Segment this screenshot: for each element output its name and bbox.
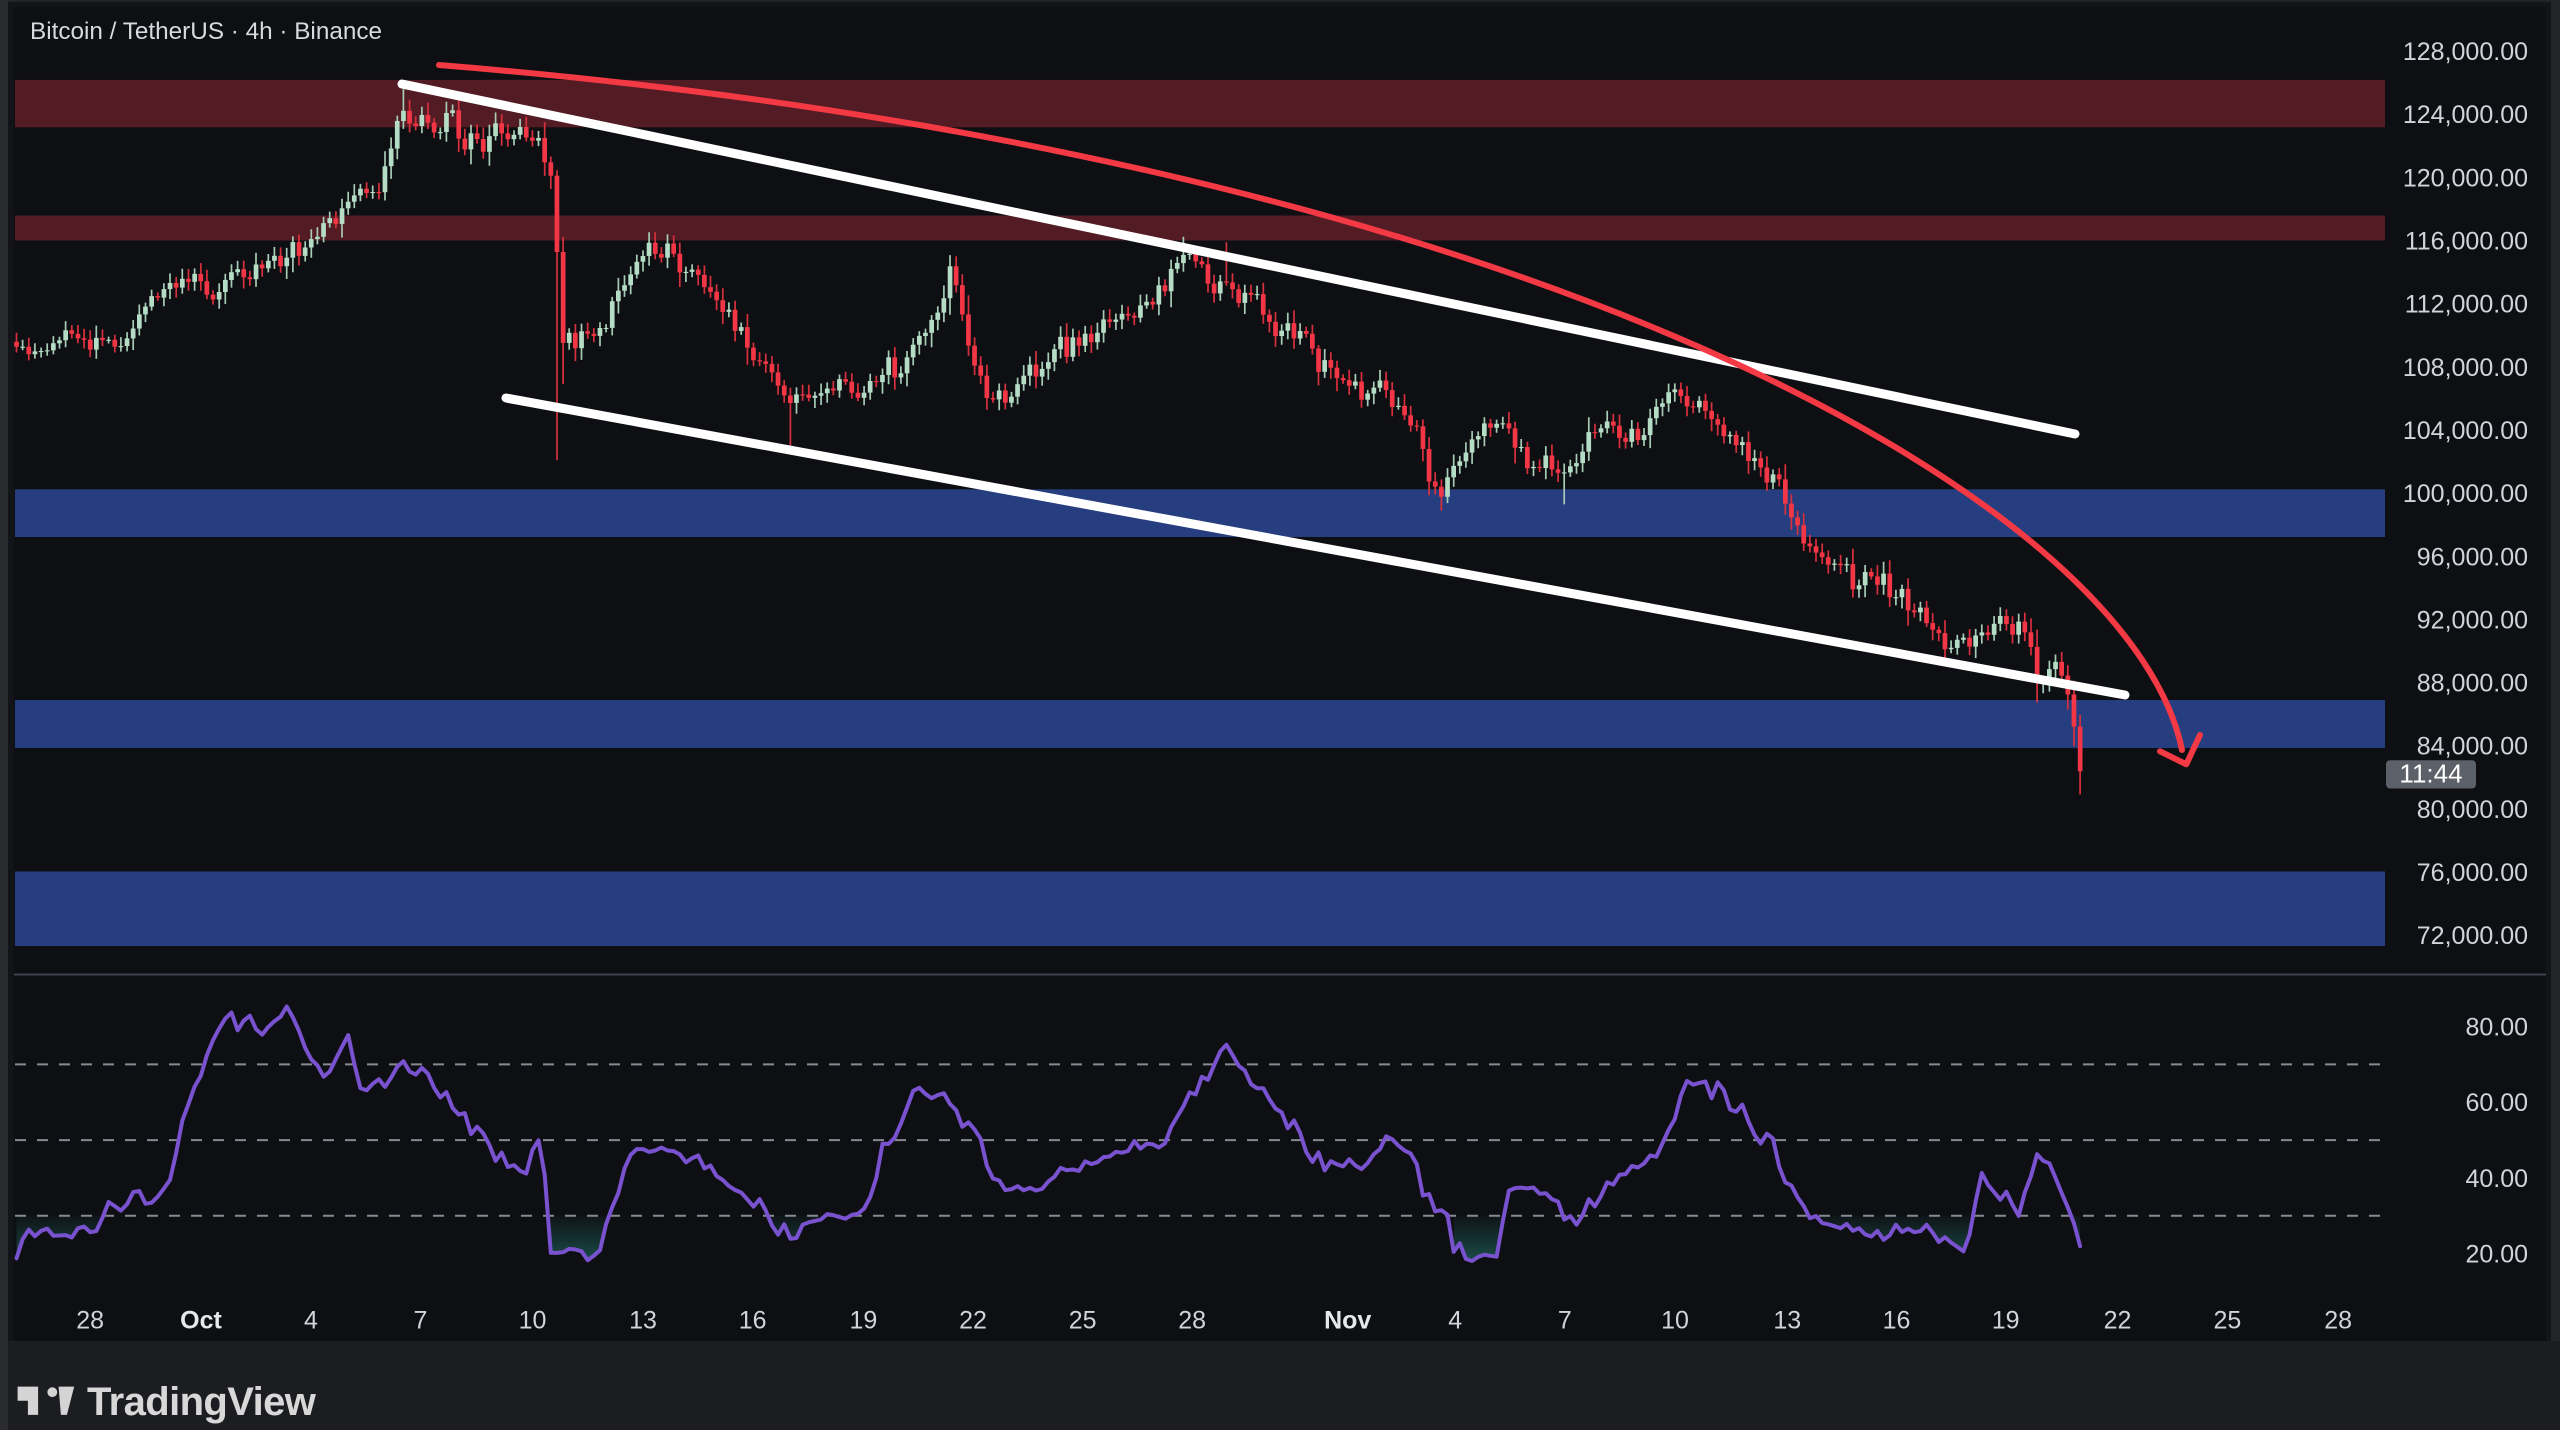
svg-text:96,000.00: 96,000.00	[2417, 543, 2528, 571]
svg-text:116,000.00: 116,000.00	[2405, 228, 2528, 256]
svg-text:84,000.00: 84,000.00	[2417, 733, 2528, 761]
svg-text:7: 7	[1558, 1307, 1572, 1335]
svg-text:11:44: 11:44	[2399, 759, 2462, 789]
svg-text:10: 10	[1661, 1307, 1689, 1335]
svg-text:120,000.00: 120,000.00	[2403, 164, 2528, 192]
svg-text:92,000.00: 92,000.00	[2417, 606, 2528, 634]
svg-text:72,000.00: 72,000.00	[2417, 922, 2528, 950]
svg-text:7: 7	[414, 1307, 428, 1335]
svg-text:20.00: 20.00	[2465, 1241, 2528, 1269]
svg-text:16: 16	[1883, 1307, 1911, 1335]
svg-text:10: 10	[519, 1307, 547, 1335]
svg-text:128,000.00: 128,000.00	[2403, 38, 2528, 66]
svg-text:80,000.00: 80,000.00	[2417, 796, 2528, 824]
svg-text:13: 13	[629, 1307, 657, 1335]
svg-text:80.00: 80.00	[2465, 1013, 2528, 1041]
svg-text:Nov: Nov	[1324, 1307, 1371, 1335]
svg-text:40.00: 40.00	[2465, 1165, 2528, 1193]
svg-text:19: 19	[849, 1307, 877, 1335]
svg-text:100,000.00: 100,000.00	[2403, 480, 2528, 508]
svg-text:28: 28	[1178, 1307, 1206, 1335]
svg-text:112,000.00: 112,000.00	[2405, 291, 2528, 319]
svg-text:19: 19	[1992, 1307, 2020, 1335]
svg-text:25: 25	[2213, 1307, 2241, 1335]
svg-text:76,000.00: 76,000.00	[2417, 859, 2528, 887]
svg-text:28: 28	[76, 1307, 104, 1335]
svg-text:16: 16	[739, 1307, 767, 1335]
svg-text:60.00: 60.00	[2465, 1089, 2528, 1117]
svg-text:25: 25	[1069, 1307, 1097, 1335]
svg-text:88,000.00: 88,000.00	[2417, 670, 2528, 698]
svg-text:4: 4	[304, 1307, 318, 1335]
svg-text:Bitcoin / TetherUS · 4h · Bina: Bitcoin / TetherUS · 4h · Binance	[30, 18, 382, 45]
svg-text:Oct: Oct	[180, 1307, 222, 1335]
svg-text:22: 22	[2104, 1307, 2132, 1335]
svg-text:108,000.00: 108,000.00	[2403, 354, 2528, 382]
svg-text:28: 28	[2324, 1307, 2352, 1335]
svg-text:124,000.00: 124,000.00	[2403, 101, 2528, 129]
svg-text:104,000.00: 104,000.00	[2403, 417, 2528, 445]
svg-text:22: 22	[959, 1307, 987, 1335]
svg-text:13: 13	[1773, 1307, 1801, 1335]
svg-text:TradingView: TradingView	[87, 1380, 317, 1424]
svg-text:4: 4	[1448, 1307, 1462, 1335]
